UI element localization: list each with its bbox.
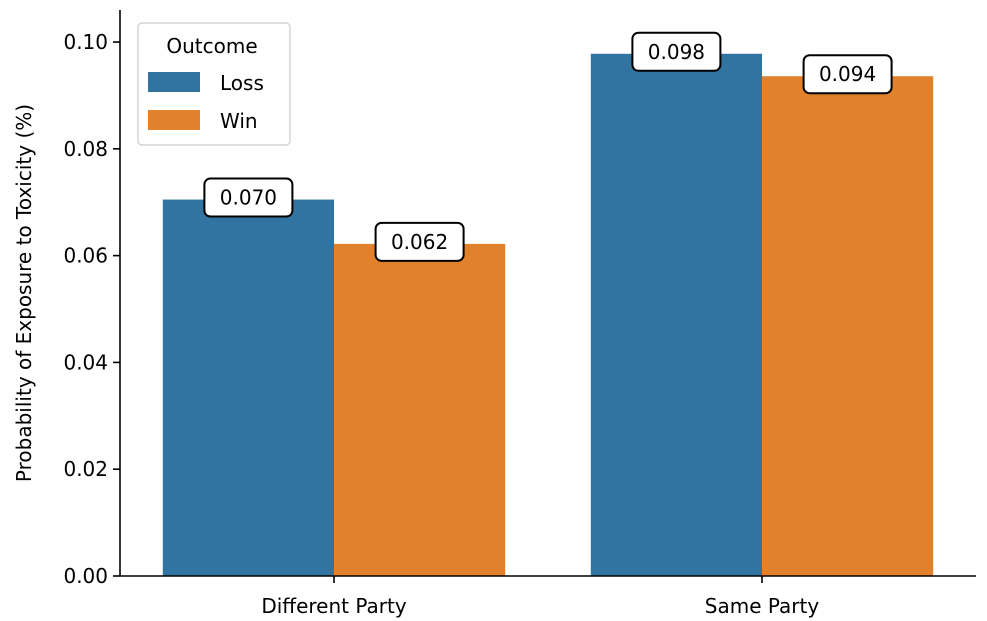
bar-win-same-party [762, 76, 934, 577]
data-label-box-win-same-party [802, 54, 893, 95]
y-axis-label: Probability of Exposure to Toxicity (%) [12, 104, 36, 482]
data-label-box-loss-different-party [203, 177, 294, 218]
axes [119, 10, 976, 577]
legend-title: Outcome [166, 34, 257, 58]
y-tick-label: 0.06 [63, 244, 108, 268]
legend: Outcome Loss Win [137, 22, 291, 146]
y-ticks: 0.00 0.02 0.04 0.06 0.08 0.10 [63, 30, 120, 588]
data-label-box-win-different-party [374, 221, 465, 262]
x-ticks: Different Party Same Party [261, 576, 819, 618]
y-tick-label: 0.04 [63, 350, 108, 374]
data-label-box-loss-same-party [631, 31, 722, 72]
legend-label-loss: Loss [220, 71, 264, 95]
y-tick-label: 0.00 [63, 564, 108, 588]
x-tick-label: Same Party [705, 594, 820, 618]
bars [162, 51, 934, 577]
legend-swatch-loss [148, 72, 200, 92]
bar-loss-same-party [590, 53, 762, 576]
x-tick-label: Different Party [261, 594, 406, 618]
bar-win-different-party [334, 243, 506, 576]
data-labels: 0.070 0.062 0.098 0.094 [203, 31, 893, 262]
bar-loss-different-party [162, 199, 334, 576]
data-label-win-same-party: 0.094 [819, 62, 876, 86]
data-label-loss-different-party: 0.070 [220, 186, 277, 210]
legend-swatch-win [148, 110, 200, 130]
data-label-loss-same-party: 0.098 [648, 40, 705, 64]
y-tick-label: 0.02 [63, 457, 108, 481]
legend-label-win: Win [220, 109, 258, 133]
data-label-win-different-party: 0.062 [391, 230, 448, 254]
y-tick-label: 0.10 [63, 30, 108, 54]
y-tick-label: 0.08 [63, 137, 108, 161]
